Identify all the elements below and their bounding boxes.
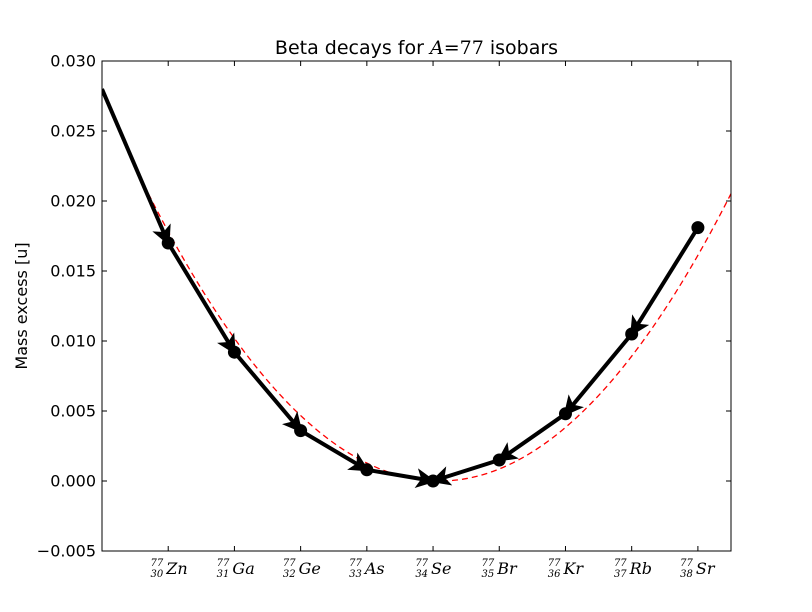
isotope-point-zn	[161, 236, 175, 250]
chart-title-number: 77	[460, 37, 484, 59]
isotope-atomic-number: 31	[217, 569, 230, 580]
decay-arrow-sr-to-rb	[629, 226, 700, 337]
isotope-symbol: Zn	[165, 559, 187, 578]
decay-arrow-ge-to-as	[299, 428, 370, 472]
isotope-point-kr	[558, 407, 572, 421]
isotope-atomic-number: 32	[283, 569, 296, 580]
chart-title-suffix: isobars	[484, 37, 558, 59]
isotope-mass-number: 77	[349, 558, 362, 569]
decay-arrow-rb-to-kr	[563, 332, 634, 417]
y-tick-label: 0.015	[50, 262, 96, 281]
y-tick-label: 0.030	[50, 52, 96, 71]
isotope-mass-number: 77	[283, 558, 296, 569]
decay-arrows-layer	[102, 88, 700, 489]
decay-arrow-zn-to-ga	[166, 241, 237, 355]
isotope-symbol: As	[363, 559, 385, 578]
isotope-mass-number: 77	[680, 558, 693, 569]
y-axis-ticks: −0.005 0.000 0.005 0.010 0.015 0.020 0.025 0.03…	[37, 52, 731, 561]
isotope-point-ga	[227, 345, 241, 359]
decay-arrow-br-to-se	[430, 458, 500, 486]
isotope-atomic-number: 30	[150, 569, 163, 580]
isotope-symbol: Kr	[562, 559, 584, 578]
chart-title-equals: =	[444, 37, 460, 59]
isotope-symbol: Se	[431, 559, 451, 578]
isotope-atomic-number: 34	[415, 569, 428, 580]
isotope-mass-number: 77	[548, 558, 561, 569]
isotope-symbol: Br	[496, 559, 518, 578]
isotope-point-ge	[294, 424, 308, 438]
isotope-points-layer	[161, 221, 705, 488]
isotope-point-as	[360, 463, 374, 477]
isotope-symbol: Sr	[696, 559, 716, 578]
isotope-atomic-number: 35	[482, 569, 495, 580]
chart-title-variable: A	[428, 37, 444, 59]
decay-arrow-ga-to-ge	[232, 350, 303, 433]
isotope-point-sr	[691, 221, 705, 235]
plot-frame	[101, 60, 732, 552]
chart-title: Beta decays for A=77 isobars	[275, 37, 558, 59]
isotope-atomic-number: 38	[680, 569, 693, 580]
chart-title-prefix: Beta decays for	[275, 37, 430, 59]
isotope-point-br	[492, 453, 506, 467]
isotope-point-rb	[625, 327, 639, 341]
isotope-point-se	[426, 474, 440, 488]
isotope-symbol: Ga	[232, 559, 254, 578]
y-tick-label: 0.005	[50, 402, 96, 421]
y-tick-label: 0.010	[50, 332, 96, 351]
isotope-atomic-number: 37	[614, 569, 627, 580]
isotope-atomic-number: 33	[349, 569, 362, 580]
isotope-mass-number: 77	[482, 558, 495, 569]
isotope-mass-number: 77	[150, 558, 163, 569]
isotope-atomic-number: 36	[548, 569, 561, 580]
y-tick-label: 0.000	[50, 472, 96, 491]
decay-arrow-as-to-se	[366, 467, 437, 489]
isotope-symbol: Ge	[299, 559, 321, 578]
y-tick-label: 0.020	[50, 192, 96, 211]
y-axis-label: Mass excess [u]	[12, 242, 31, 369]
y-tick-label: −0.005	[37, 542, 96, 561]
decay-arrow-kr-to-br	[496, 412, 567, 462]
isotope-symbol: Rb	[629, 559, 652, 578]
y-tick-label: 0.025	[50, 122, 96, 141]
isotope-mass-number: 77	[614, 558, 627, 569]
decay-arrow-incoming	[102, 88, 171, 246]
isotope-mass-number: 77	[415, 558, 428, 569]
isotope-mass-number: 77	[217, 558, 230, 569]
